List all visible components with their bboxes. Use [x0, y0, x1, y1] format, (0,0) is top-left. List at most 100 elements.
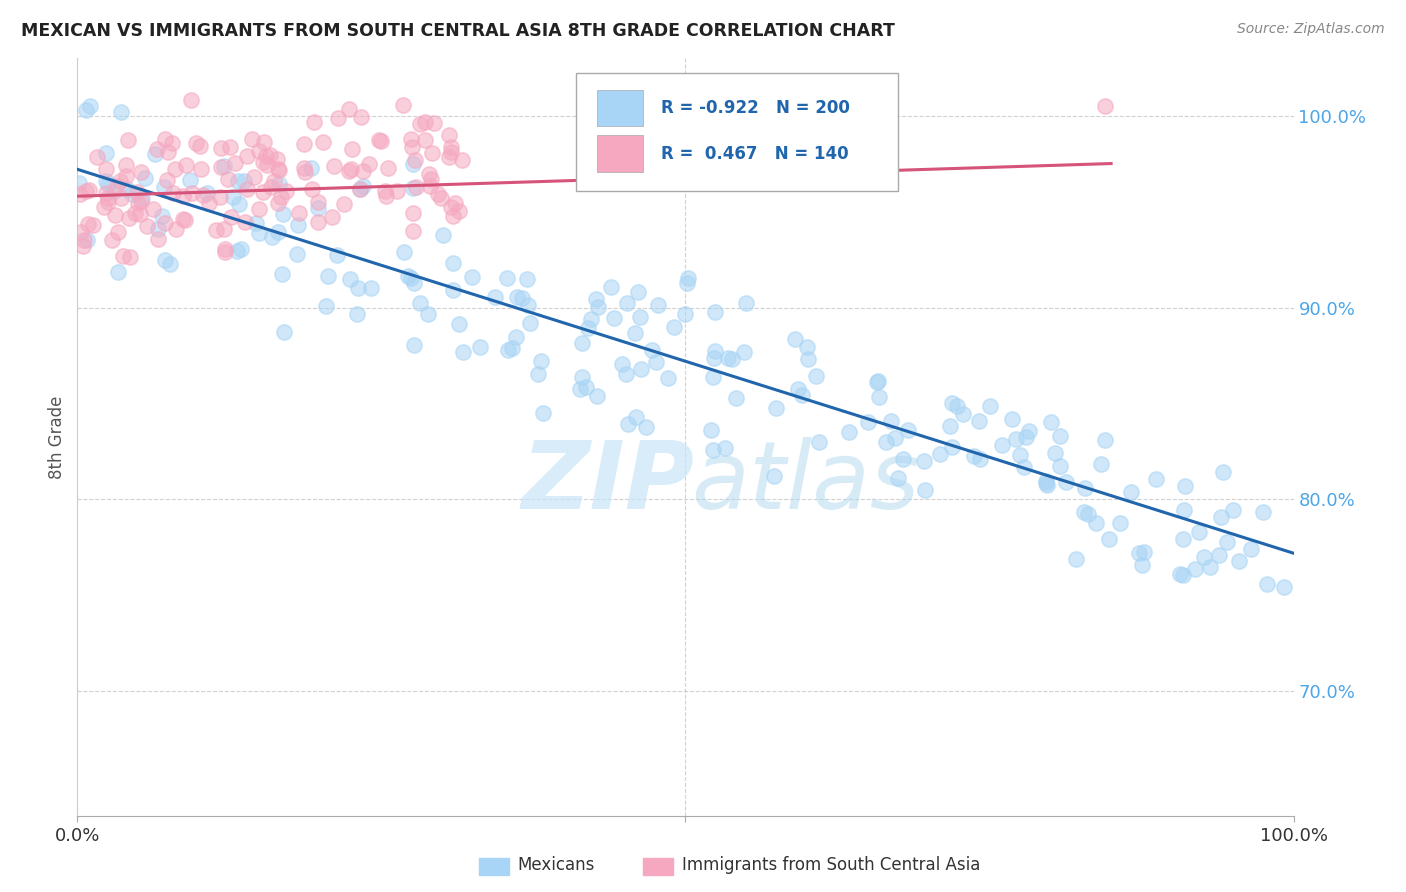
Point	[1035, 474, 1057, 488]
Point	[628, 310, 651, 324]
Point	[107, 225, 129, 239]
Point	[893, 452, 915, 467]
Text: Source: ZipAtlas.com: Source: ZipAtlas.com	[1237, 22, 1385, 37]
Point	[721, 351, 744, 366]
Point	[247, 144, 270, 158]
Point	[77, 183, 100, 197]
Point	[273, 325, 295, 339]
Point	[856, 416, 879, 430]
Point	[624, 326, 647, 340]
Text: R =  0.467   N = 140: R = 0.467 N = 140	[661, 145, 849, 162]
Point	[339, 161, 361, 176]
Point	[370, 134, 392, 148]
Point	[111, 249, 134, 263]
Point	[409, 296, 432, 310]
Point	[197, 196, 219, 211]
Point	[236, 182, 259, 196]
Point	[1098, 532, 1121, 546]
Point	[1173, 503, 1195, 517]
Point	[1215, 534, 1237, 549]
FancyBboxPatch shape	[478, 858, 509, 874]
Point	[1198, 559, 1220, 574]
Point	[209, 141, 232, 155]
Point	[1171, 568, 1194, 582]
Point	[1035, 477, 1057, 491]
Point	[402, 157, 425, 171]
Point	[174, 158, 197, 172]
Point	[127, 196, 149, 211]
Point	[79, 99, 101, 113]
Point	[439, 150, 461, 164]
Point	[401, 140, 423, 154]
Point	[143, 147, 166, 161]
Point	[271, 207, 294, 221]
Point	[402, 181, 425, 195]
Point	[702, 370, 724, 384]
Point	[439, 128, 461, 142]
Point	[575, 380, 598, 394]
Point	[941, 440, 963, 454]
Point	[1212, 465, 1234, 479]
Point	[645, 354, 668, 368]
Point	[963, 450, 986, 464]
Point	[242, 131, 264, 145]
Point	[302, 115, 325, 129]
Point	[501, 342, 523, 356]
Point	[114, 169, 136, 183]
Point	[292, 161, 315, 175]
Point	[599, 279, 621, 293]
Point	[420, 172, 443, 186]
Point	[346, 281, 368, 295]
Point	[146, 222, 169, 236]
Point	[1130, 558, 1153, 572]
Point	[979, 399, 1001, 413]
Point	[287, 219, 309, 233]
Point	[253, 135, 276, 149]
Point	[159, 257, 181, 271]
Point	[294, 165, 316, 179]
Point	[232, 174, 254, 188]
Point	[1008, 448, 1031, 462]
FancyBboxPatch shape	[576, 73, 898, 191]
Point	[1094, 99, 1116, 113]
Text: MEXICAN VS IMMIGRANTS FROM SOUTH CENTRAL ASIA 8TH GRADE CORRELATION CHART: MEXICAN VS IMMIGRANTS FROM SOUTH CENTRAL…	[21, 22, 896, 40]
Point	[1073, 505, 1095, 519]
Point	[1240, 542, 1263, 557]
Point	[352, 164, 374, 178]
Text: ZIP: ZIP	[522, 436, 695, 529]
Point	[212, 222, 235, 236]
Point	[1108, 516, 1130, 530]
Point	[1077, 507, 1099, 521]
Text: Immigrants from South Central Asia: Immigrants from South Central Asia	[682, 855, 980, 873]
Point	[785, 332, 807, 346]
Point	[402, 224, 425, 238]
Point	[571, 336, 593, 351]
Point	[96, 146, 118, 161]
Point	[333, 197, 356, 211]
Point	[946, 399, 969, 413]
Point	[402, 206, 425, 220]
Point	[155, 173, 177, 187]
Point	[209, 190, 232, 204]
Point	[402, 276, 425, 290]
Point	[360, 281, 382, 295]
Point	[233, 215, 256, 229]
Point	[101, 233, 124, 247]
Point	[212, 159, 235, 173]
Point	[267, 178, 290, 192]
Point	[224, 155, 246, 169]
Point	[505, 330, 527, 344]
Point	[259, 147, 281, 161]
Point	[349, 181, 371, 195]
Point	[1194, 550, 1216, 565]
Point	[409, 117, 432, 131]
Point	[153, 253, 176, 268]
Point	[630, 362, 652, 376]
Point	[617, 417, 640, 431]
Point	[269, 162, 291, 177]
Point	[163, 161, 186, 176]
Point	[887, 471, 910, 485]
Point	[321, 210, 343, 224]
Point	[396, 268, 419, 283]
Point	[172, 188, 194, 202]
